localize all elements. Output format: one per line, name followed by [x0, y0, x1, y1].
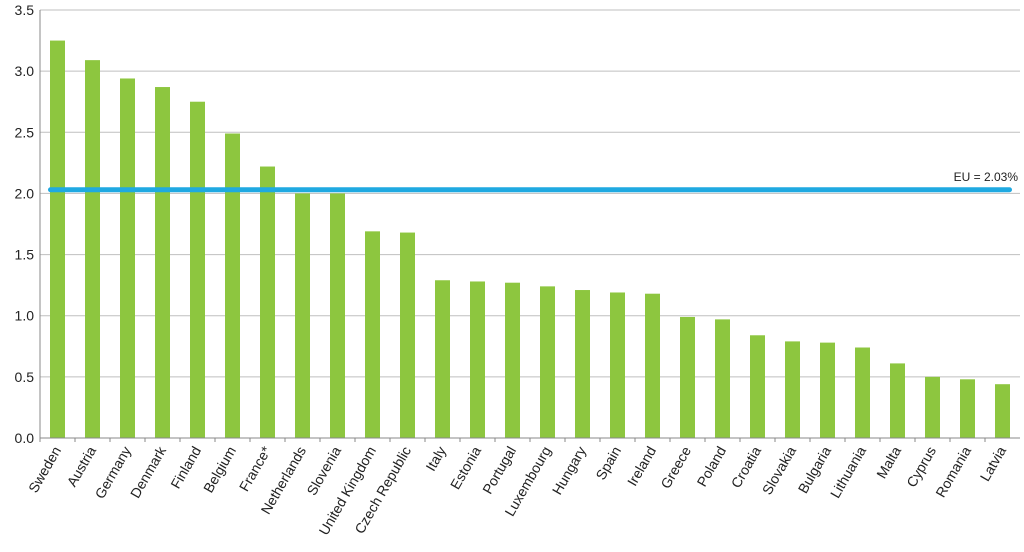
- y-tick-label: 2.0: [15, 185, 35, 201]
- bar: [575, 290, 590, 438]
- bar: [190, 101, 205, 438]
- x-category-label: Ireland: [624, 444, 659, 489]
- bar: [610, 292, 625, 438]
- bar: [330, 193, 345, 438]
- bar: [50, 40, 65, 438]
- x-category-label: France*: [236, 443, 275, 494]
- x-axis-labels: Sweden AustriaGermanyDenmarkFinlandBelgiu…: [25, 438, 1009, 538]
- y-tick-label: 0.0: [15, 430, 35, 446]
- y-tick-label: 1.0: [15, 308, 35, 324]
- bar: [85, 60, 100, 438]
- x-category-label: Sweden: [25, 444, 64, 496]
- bar: [435, 280, 450, 438]
- x-category-label: Bulgaria: [795, 443, 835, 496]
- gridlines: [40, 9, 1020, 378]
- x-category-label: Italy: [422, 444, 449, 474]
- bar: [785, 341, 800, 438]
- x-category-label: Slovakia: [759, 443, 799, 497]
- bar: [295, 193, 310, 438]
- eu-average-label: EU = 2.03%: [954, 170, 1019, 184]
- bar: [155, 87, 170, 438]
- x-category-label: Finland: [167, 444, 204, 492]
- bar: [540, 286, 555, 438]
- bar: [365, 231, 380, 438]
- x-category-label: Croatia: [728, 443, 765, 490]
- y-tick-label: 1.5: [15, 247, 35, 263]
- x-category-label: Estonia: [447, 443, 484, 492]
- bar: [260, 166, 275, 439]
- x-category-label: Malta: [873, 443, 904, 481]
- bar: [960, 379, 975, 438]
- bar: [505, 282, 520, 438]
- x-category-label: Spain: [592, 444, 624, 483]
- x-category-label: Greece: [657, 443, 694, 491]
- bar: [890, 363, 905, 438]
- x-category-label: Poland: [693, 444, 729, 490]
- bar: [120, 78, 135, 438]
- y-tick-label: 3.0: [15, 63, 35, 79]
- bar: [225, 133, 240, 438]
- x-category-label: Cyprus: [903, 444, 939, 490]
- bar: [680, 316, 695, 438]
- bar: [995, 384, 1010, 438]
- bar: [750, 335, 765, 438]
- bar: [470, 281, 485, 438]
- bar: [855, 347, 870, 438]
- y-axis-ticks: 0.0 0.5 1.0 1.5 2.0 2.5 3.0 3.5: [15, 2, 35, 446]
- bar: [820, 342, 835, 438]
- x-category-label: Austria: [63, 443, 99, 489]
- bar: [645, 293, 660, 438]
- bar: [715, 319, 730, 438]
- x-category-label: Latvia: [977, 443, 1010, 484]
- y-tick-label: 2.5: [15, 124, 35, 140]
- bar: [400, 232, 415, 438]
- x-category-label: Hungary: [549, 444, 589, 498]
- y-tick-label: 0.5: [15, 369, 35, 385]
- x-category-label: Belgium: [200, 444, 239, 496]
- bar: [925, 376, 940, 438]
- bars: [50, 40, 1010, 439]
- y-tick-label: 3.5: [15, 2, 35, 18]
